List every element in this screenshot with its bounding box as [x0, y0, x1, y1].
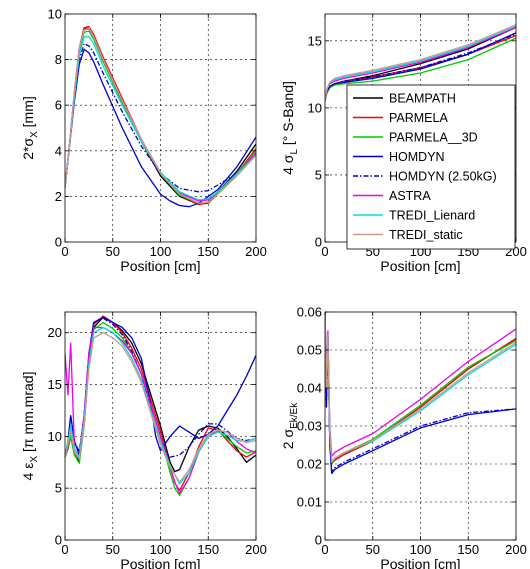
- legend-entry: TREDI_Lienard: [389, 209, 475, 223]
- series-line-tredi-lienard: [65, 36, 256, 201]
- x-axis-label: Position [cm]: [380, 258, 460, 274]
- y-tick-label: 0: [315, 533, 322, 548]
- legend-entry: PARMELA__3D: [389, 131, 478, 145]
- x-tick-label: 50: [366, 542, 380, 557]
- y-tick-label: 15: [48, 377, 62, 392]
- x-tick-label: 50: [106, 542, 120, 557]
- chart-panel-emittance: 0 50 100 150 200 0 5 10 15 20 Position [cm] 4 εX [π…: [20, 311, 267, 569]
- x-tick-label: 200: [245, 542, 267, 557]
- x-tick-label: 50: [106, 244, 120, 259]
- legend-entry: HOMDYN (2.50kG): [389, 170, 497, 184]
- x-tick-label: 0: [321, 542, 328, 557]
- legend-entry: TREDI_static: [389, 228, 463, 242]
- y-tick-label: 0.06: [297, 305, 322, 320]
- y-tick-label: 5: [55, 481, 62, 496]
- legend-entry: HOMDYN: [389, 150, 445, 164]
- chart-panel-energy-spread: 0 50 100 150 200 0 0.01 0.02 0.03 0.04 0.05 0.06 Pos…: [280, 305, 527, 569]
- series-line-tredi-static: [65, 27, 256, 204]
- series-group: [65, 315, 256, 497]
- legend-entry: BEAMPATH: [389, 92, 456, 106]
- y-tick-label: 6: [55, 98, 62, 113]
- x-tick-label: 150: [457, 542, 479, 557]
- x-tick-label: 100: [150, 542, 172, 557]
- x-tick-label: 0: [61, 244, 68, 259]
- x-tick-label: 150: [197, 542, 219, 557]
- y-axis-label: 2 σEk/Ek: [280, 402, 300, 449]
- y-tick-label: 5: [315, 167, 322, 182]
- y-tick-label: 0: [55, 533, 62, 548]
- series-line-tredi-lienard: [65, 326, 256, 485]
- y-tick-label: 8: [55, 52, 62, 67]
- plot-frame: [64, 13, 257, 243]
- y-tick-label: 0: [55, 235, 62, 250]
- y-tick-label: 0.01: [297, 495, 322, 510]
- y-tick-label: 10: [48, 7, 62, 22]
- x-axis-label: Position [cm]: [380, 556, 460, 569]
- y-axis-label: 4 σL [° S-Band]: [280, 81, 300, 175]
- y-axis-label: 2*σX [mm]: [20, 96, 40, 160]
- x-axis-label: Position [cm]: [120, 556, 200, 569]
- series-group: [65, 25, 256, 208]
- y-tick-label: 0.05: [297, 343, 322, 358]
- y-tick-label: 2: [55, 189, 62, 204]
- x-axis-label: Position [cm]: [120, 258, 200, 274]
- series-line-homdyn-2-50kg-: [325, 33, 516, 102]
- y-tick-label: 4: [55, 143, 62, 158]
- y-tick-label: 20: [48, 325, 62, 340]
- x-tick-label: 100: [150, 244, 172, 259]
- x-tick-label: 150: [197, 244, 219, 259]
- x-tick-label: 200: [505, 542, 527, 557]
- legend-entry: PARMELA: [389, 111, 448, 125]
- y-tick-label: 0.02: [297, 457, 322, 472]
- y-tick-label: 0.03: [297, 419, 322, 434]
- series-line-tredi-static: [65, 332, 256, 483]
- series-line-homdyn-2-50kg-: [65, 42, 256, 193]
- y-tick-label: 10: [48, 429, 62, 444]
- series-line-tredi-static: [325, 312, 516, 463]
- series-group: [325, 312, 516, 475]
- y-axis-label: 4 εX [π mm.mrad]: [20, 372, 40, 481]
- y-tick-label: 10: [308, 100, 322, 115]
- x-tick-label: 200: [245, 244, 267, 259]
- y-tick-label: 0.04: [297, 381, 322, 396]
- series-line-tredi-static: [325, 24, 516, 102]
- x-tick-label: 100: [410, 542, 432, 557]
- legend-box: [346, 84, 516, 250]
- x-tick-label: 0: [321, 244, 328, 259]
- x-tick-label: 0: [61, 542, 68, 557]
- legend-entry: ASTRA: [389, 189, 431, 203]
- y-tick-label: 15: [308, 33, 322, 48]
- y-tick-label: 0: [315, 235, 322, 250]
- chart-panel-beam-size: 0 50 100 150 200 0 2 4 6 8 10 Position [cm] 2*σX [mm…: [20, 7, 267, 275]
- series-group: [325, 24, 516, 102]
